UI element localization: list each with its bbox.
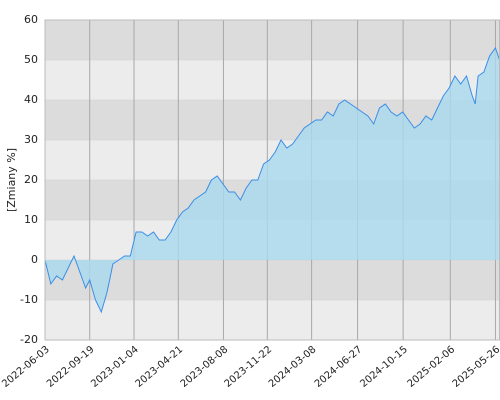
x-tick-label: 2023-01-04 <box>89 344 141 390</box>
x-tick-label: 2024-03-08 <box>267 344 319 390</box>
y-tick-label: 60 <box>24 13 38 26</box>
y-tick-label: 20 <box>24 173 38 186</box>
x-tick-label: 2022-09-19 <box>45 344 97 390</box>
plot-band <box>45 20 500 60</box>
y-tick-label: 0 <box>31 253 38 266</box>
x-tick-label: 2025-05-26 <box>451 344 500 390</box>
plot-band <box>45 60 500 100</box>
y-axis-label: [Zmiany %] <box>5 148 18 212</box>
x-tick-label: 2022-06-03 <box>0 344 52 390</box>
x-tick-label: 2025-02-06 <box>406 344 458 390</box>
plot-band <box>45 300 500 340</box>
area <box>45 48 500 312</box>
y-tick-label: -20 <box>20 333 38 346</box>
x-tick-label: 2023-08-08 <box>179 344 231 390</box>
line <box>44 46 500 314</box>
x-tick-label: 2024-06-27 <box>313 344 365 390</box>
x-tick-label: 2024-10-15 <box>358 344 410 390</box>
y-tick-label: 30 <box>24 133 38 146</box>
plot-band <box>45 260 500 300</box>
y-tick-label: 50 <box>24 53 38 66</box>
y-tick-label: 40 <box>24 93 38 106</box>
x-tick-label: 2023-11-22 <box>223 344 275 390</box>
y-tick-label: -10 <box>20 293 38 306</box>
y-tick-label: 10 <box>24 213 38 226</box>
x-tick-label: 2023-04-21 <box>134 344 186 390</box>
